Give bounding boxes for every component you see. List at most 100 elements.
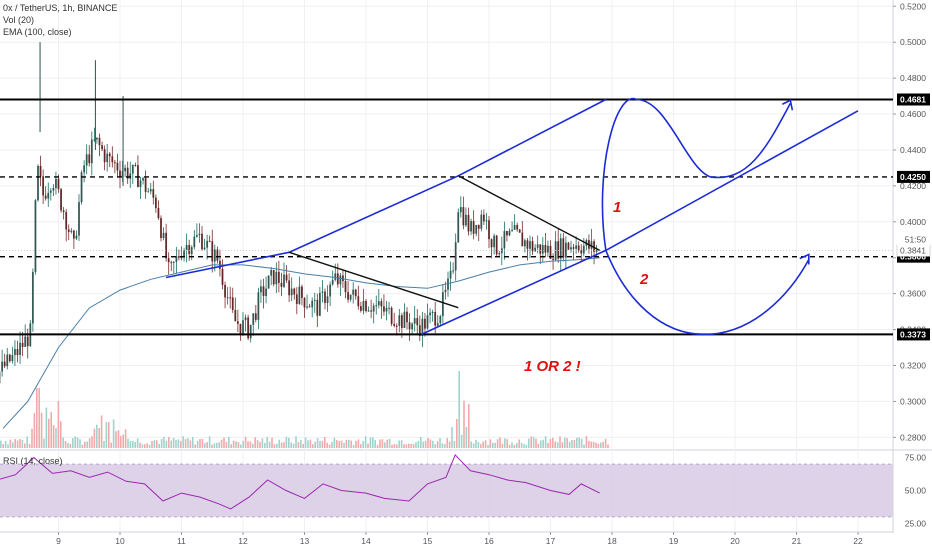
volume-bar: [31, 428, 33, 448]
volume-bar: [225, 441, 228, 448]
candle-body: [162, 232, 165, 238]
time-tick-label: 22: [853, 536, 863, 546]
ema-indicator-label[interactable]: EMA (100, close): [3, 27, 72, 37]
candle-body: [467, 214, 470, 232]
volume-bar: [19, 438, 21, 448]
level-tag-label: 0.4250: [900, 172, 926, 182]
volume-bar: [292, 443, 295, 448]
volume-bar: [492, 442, 494, 448]
candle-body: [365, 301, 367, 312]
candle-body: [303, 297, 306, 308]
volume-bar: [592, 441, 595, 448]
candle-body: [544, 245, 547, 253]
volume-bar: [528, 438, 530, 448]
candle-body: [557, 241, 560, 259]
candle-body: [206, 240, 209, 248]
candle-body: [342, 275, 344, 282]
candle-body: [508, 230, 511, 236]
scenario-caption: 1 OR 2 !: [524, 358, 581, 375]
candle-body: [403, 311, 406, 328]
candle-body: [80, 172, 83, 203]
candle-body: [324, 291, 326, 303]
candle-body: [180, 257, 183, 259]
volume-bar: [283, 442, 285, 448]
candle-body: [229, 297, 232, 299]
volume-indicator-label[interactable]: Vol (20): [3, 15, 35, 25]
price-tick-label: 0.2800: [900, 432, 926, 442]
volume-bar: [180, 441, 182, 448]
time-tick-label: 20: [730, 536, 740, 546]
volume-bar: [588, 440, 590, 448]
volume-bar: [170, 440, 172, 448]
volume-bar: [254, 437, 256, 448]
volume-bar: [204, 443, 206, 448]
candle-body: [83, 165, 86, 173]
volume-bar: [501, 443, 504, 448]
volume-bar: [67, 442, 69, 448]
price-tick-label: 0.5200: [900, 1, 926, 11]
volume-bar: [420, 436, 422, 448]
price-tick-label: 0.4600: [900, 109, 926, 119]
level-tag: [897, 93, 930, 106]
candle-body: [277, 271, 280, 283]
volume-bar: [595, 442, 597, 448]
volume-bar: [295, 436, 297, 448]
volume-bar: [146, 443, 148, 448]
candle-body: [111, 156, 114, 163]
candle-body: [413, 318, 416, 324]
volume-bar: [472, 443, 475, 448]
candle-body: [506, 231, 508, 236]
volume-bar: [523, 444, 525, 448]
trendline-2: [457, 175, 601, 252]
candle-body: [536, 244, 539, 248]
candle-body: [308, 306, 311, 308]
candle-body: [6, 354, 9, 367]
volume-bar: [513, 444, 516, 448]
volume-bar: [388, 438, 391, 448]
candle-body: [518, 229, 521, 233]
candle-body: [213, 249, 216, 262]
price-tick-label: 0.4200: [900, 181, 926, 191]
volume-bar: [187, 438, 189, 448]
candle-body: [582, 245, 585, 254]
volume-bar: [285, 436, 288, 448]
candle-body: [575, 245, 578, 249]
candle-body: [47, 192, 50, 199]
volume-bar: [542, 439, 544, 448]
candle-body: [201, 233, 203, 250]
rsi-band: [0, 464, 893, 517]
volume-bar: [220, 439, 223, 448]
volume-bar: [453, 440, 456, 448]
volume-bar: [362, 441, 364, 448]
level-tag-label: 0.3373: [900, 329, 926, 339]
volume-bar: [494, 442, 496, 448]
candle-body: [290, 288, 293, 296]
candle-body: [175, 256, 178, 262]
volume-bar: [482, 441, 484, 448]
candle-body: [326, 296, 329, 303]
candle-body: [306, 306, 308, 308]
candle-body: [170, 262, 173, 264]
volume-bar: [288, 437, 290, 448]
volume-bar: [273, 444, 276, 448]
candle-body: [280, 282, 283, 287]
volume-bar: [432, 440, 434, 448]
candle-body: [19, 342, 21, 355]
volume-bar: [33, 413, 36, 448]
candle-body: [490, 239, 493, 248]
volume-bar: [520, 442, 523, 448]
volume-bar: [484, 440, 487, 448]
candles: [0, 42, 598, 384]
volume-bar: [117, 430, 120, 448]
candle-body: [480, 214, 483, 229]
volume-bar: [216, 442, 218, 448]
candle-body: [313, 299, 316, 301]
volume-bar: [36, 388, 38, 448]
candle-body: [447, 278, 449, 290]
candle-body: [485, 220, 488, 222]
candle-body: [178, 256, 180, 258]
candle-body: [142, 178, 144, 181]
volume-bar: [319, 440, 321, 448]
rsi-indicator-label[interactable]: RSI (14, close): [3, 456, 63, 466]
